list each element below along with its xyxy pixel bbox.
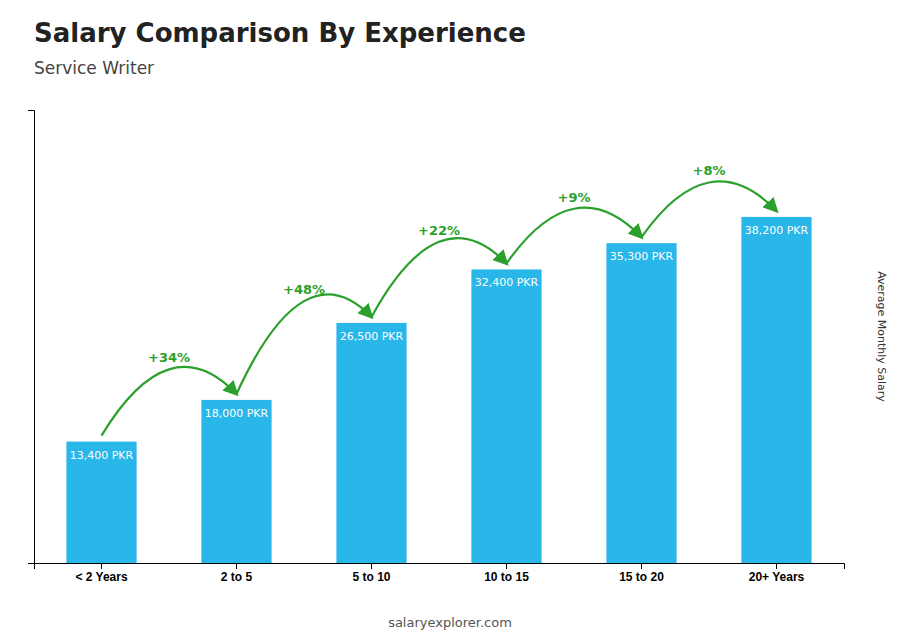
data-label: 35,300 PKR xyxy=(610,250,674,263)
x-tick-mark xyxy=(371,563,372,569)
x-tick-mark xyxy=(101,563,102,569)
bars xyxy=(66,217,811,563)
bar xyxy=(606,243,676,563)
x-tick-label: 15 to 20 xyxy=(619,570,664,584)
chart: Salary Comparison By Experience Service W… xyxy=(0,0,900,641)
x-tick: 2 to 5 xyxy=(221,563,253,584)
watermark: salaryexplorer.com xyxy=(388,615,512,630)
change-arrow xyxy=(237,294,372,394)
change-label: +22% xyxy=(418,223,460,238)
change-arrow xyxy=(507,208,642,264)
change-label: +48% xyxy=(283,282,325,297)
x-tick-label: 10 to 15 xyxy=(484,570,529,584)
y-axis-line xyxy=(28,111,35,564)
change-arrow xyxy=(642,181,777,237)
change-arrow xyxy=(372,238,507,317)
subtitle: Service Writer xyxy=(34,58,154,78)
plot-area: < 2 Years 2 to 5 5 to 10 10 to 15 15 to 20 20… xyxy=(28,111,845,584)
bar xyxy=(201,400,271,563)
data-label: 13,400 PKR xyxy=(70,449,134,462)
x-tick: 5 to 10 xyxy=(352,563,390,584)
change-label: +9% xyxy=(558,190,591,205)
x-tick: < 2 Years xyxy=(75,563,127,584)
data-labels: 13,400 PKR 18,000 PKR 26,500 PKR 32,400 PKR… xyxy=(70,224,809,462)
y-axis-title: Average Monthly Salary xyxy=(875,271,888,402)
change-label: +8% xyxy=(693,163,726,178)
bar xyxy=(336,323,406,563)
bar xyxy=(66,442,136,563)
x-tick-mark xyxy=(506,563,507,569)
change-label: +34% xyxy=(148,350,190,365)
data-label: 38,200 PKR xyxy=(745,224,809,237)
x-axis-line xyxy=(35,564,845,570)
x-tick-label: 20+ Years xyxy=(749,570,805,584)
annotations: +34% +48% +22% +9% +8% xyxy=(102,163,777,435)
x-tick-mark xyxy=(236,563,237,569)
x-tick: 20+ Years xyxy=(749,563,805,584)
data-label: 26,500 PKR xyxy=(340,330,404,343)
bar xyxy=(471,269,541,563)
change-arrow xyxy=(102,367,237,436)
title: Salary Comparison By Experience xyxy=(34,18,526,48)
x-tick-mark xyxy=(776,563,777,569)
x-tick-mark xyxy=(641,563,642,569)
y-axis xyxy=(28,111,35,564)
data-label: 32,400 PKR xyxy=(475,276,539,289)
x-tick: 15 to 20 xyxy=(619,563,664,584)
x-axis: < 2 Years 2 to 5 5 to 10 10 to 15 15 to 20 20… xyxy=(35,563,845,584)
x-tick-label: 2 to 5 xyxy=(221,570,253,584)
data-label: 18,000 PKR xyxy=(205,407,269,420)
x-tick-label: < 2 Years xyxy=(75,570,127,584)
x-tick: 10 to 15 xyxy=(484,563,529,584)
bar xyxy=(741,217,811,563)
x-tick-label: 5 to 10 xyxy=(352,570,390,584)
